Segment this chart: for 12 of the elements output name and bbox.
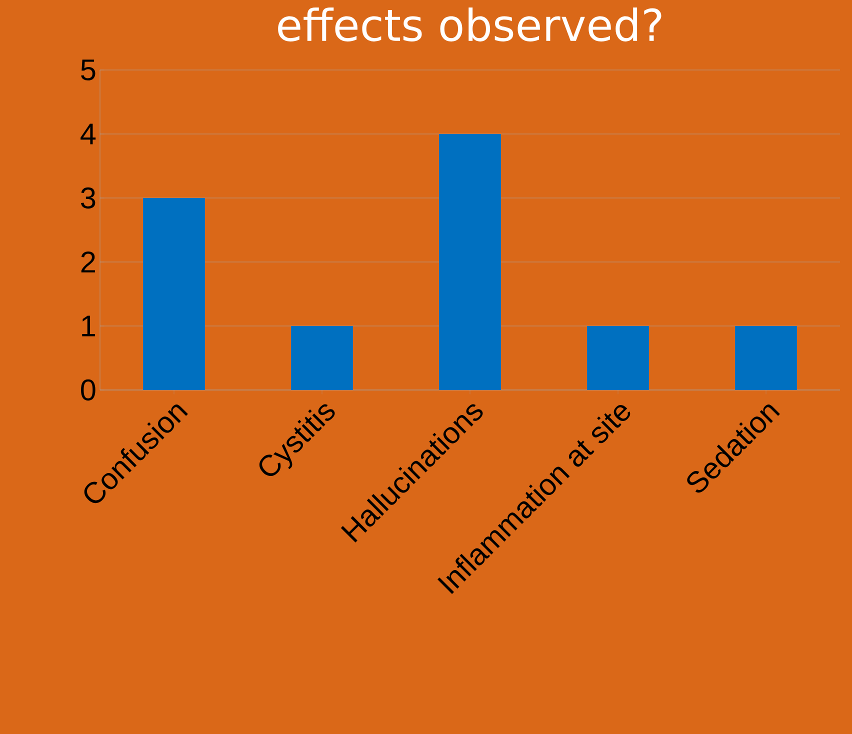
- y-tick-label: 4: [80, 124, 96, 144]
- bar: [291, 326, 354, 390]
- bar: [439, 134, 502, 390]
- y-tick-label: 1: [82, 316, 96, 336]
- bar: [143, 198, 206, 390]
- y-tick-label: 0: [81, 379, 96, 401]
- y-tick-label: 2: [81, 252, 95, 272]
- y-tick-label: 3: [81, 187, 96, 209]
- chart-title: effects observed?: [278, 8, 662, 42]
- bar: [735, 326, 798, 390]
- bar: [587, 326, 650, 390]
- y-tick-label: 5: [81, 60, 96, 80]
